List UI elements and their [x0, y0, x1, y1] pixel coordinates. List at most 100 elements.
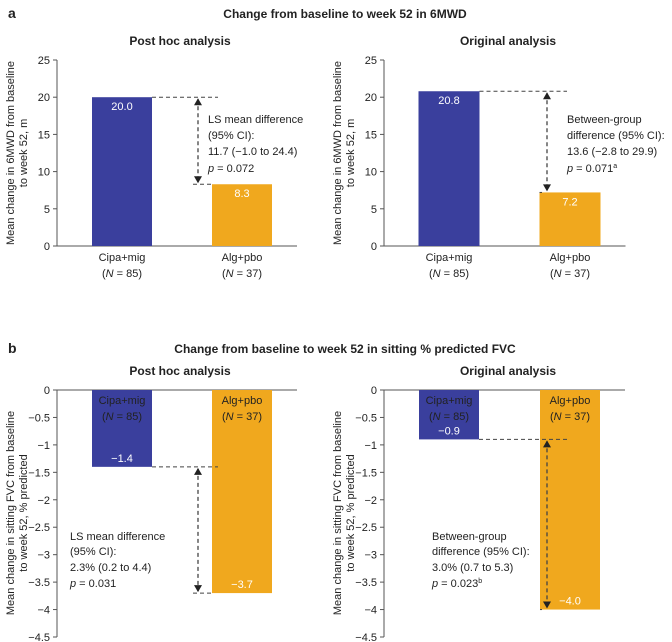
chart2-arrowhead-top: [194, 467, 202, 475]
chart1-category-label: Alg+pbo: [550, 252, 591, 264]
chart0-annotation-line: 11.7 (−1.0 to 24.4): [208, 146, 297, 158]
chart3-ytick-label: −4.5: [355, 632, 377, 642]
chart3-annotation-line: Between-group: [432, 531, 507, 543]
chart2-ytick-label: −1.5: [28, 467, 50, 479]
chart2-ytick-label: −3.5: [28, 577, 50, 589]
chart0-value-label: 20.0: [111, 101, 132, 113]
chart3-bar-alg-pbo: [540, 390, 600, 610]
chart2-annotation-line: LS mean difference: [70, 531, 165, 543]
chart3-ytick-label: −2.5: [355, 522, 377, 534]
chart2-ytick-label: −2.5: [28, 522, 50, 534]
chart0-annotation-line: (95% CI):: [208, 130, 254, 142]
chart3-value-label: −0.9: [438, 425, 460, 437]
chart3-annotation-line: 3.0% (0.7 to 5.3): [432, 562, 513, 574]
chart2-value-label: −1.4: [111, 453, 133, 465]
section-title-b: Change from baseline to week 52 in sitti…: [174, 342, 516, 356]
chart2-ytick-label: −0.5: [28, 412, 50, 424]
chart3-category-n: (N = 37): [550, 411, 590, 423]
chart1-arrowhead-bottom: [543, 184, 551, 192]
chart2-annotation-line: p = 0.031: [69, 578, 116, 590]
chart1-ytick-label: 5: [371, 204, 377, 216]
chart3-bar-cipa-mig: [419, 390, 479, 440]
panel-label-a: a: [8, 5, 16, 21]
chart1-ytick-label: 20: [365, 92, 377, 104]
chart2-category-label: Cipa+mig: [99, 395, 146, 407]
chart2-ytick-label: −3: [37, 550, 50, 562]
panel-label-b: b: [8, 340, 17, 356]
chart0-title: Post hoc analysis: [129, 34, 231, 48]
chart3-value-label: −4.0: [559, 596, 581, 608]
chart2-ytick-label: −4: [37, 605, 50, 617]
chart1-ylabel: Mean change in 6MWD from baseline to week…: [332, 61, 357, 245]
chart0-ytick-label: 10: [38, 167, 50, 179]
chart0-value-label: 8.3: [234, 188, 249, 200]
chart2-category-n: (N = 37): [222, 411, 262, 423]
chart3-ytick-label: −1.5: [355, 467, 377, 479]
chart3-ytick-label: −3: [364, 550, 377, 562]
chart2-annotation-line: (95% CI):: [70, 546, 116, 558]
chart0-arrowhead-bottom: [194, 176, 202, 184]
chart3-ytick-label: −4: [364, 605, 377, 617]
chart1-ytick-label: 0: [371, 241, 377, 253]
chart1-category-n: (N = 85): [429, 268, 469, 280]
chart3-arrowhead-top: [543, 440, 551, 448]
chart1-ytick-label: 15: [365, 129, 377, 141]
chart1-annotation-line: 13.6 (−2.8 to 29.9): [567, 146, 657, 158]
chart2-ytick-label: −4.5: [28, 632, 50, 642]
chart0-ytick-label: 5: [44, 204, 50, 216]
chart2-ytick-label: 0: [44, 385, 50, 397]
chart0-bar-alg-pbo: [212, 184, 272, 246]
chart0-ylabel: Mean change in 6MWD from baseline to week…: [5, 61, 30, 245]
chart3-ytick-label: 0: [371, 385, 377, 397]
section-title-a: Change from baseline to week 52 in 6MWD: [223, 7, 467, 21]
chart2-bar-cipa-mig: [92, 390, 152, 467]
chart1-title: Original analysis: [460, 34, 556, 48]
chart3-ylabel-line2: to week 52, % predicted: [345, 454, 357, 571]
chart3-ytick-label: −1: [364, 440, 377, 452]
chart3-category-label: Alg+pbo: [550, 395, 591, 407]
chart1-annotation-line: difference (95% CI):: [567, 130, 665, 142]
chart3-arrowhead-bottom: [543, 601, 551, 609]
chart3-category-label: Cipa+mig: [426, 395, 473, 407]
chart3-category-n: (N = 85): [429, 411, 469, 423]
chart0-ylabel-line1: Mean change in 6MWD from baseline: [5, 61, 17, 245]
chart1-category-n: (N = 37): [550, 268, 590, 280]
chart1-value-label: 20.8: [438, 95, 459, 107]
chart1-value-label: 7.2: [562, 196, 577, 208]
chart1-category-label: Cipa+mig: [426, 252, 473, 264]
chart0-category-n: (N = 37): [222, 268, 262, 280]
chart0-ytick-label: 25: [38, 55, 50, 67]
chart3-title: Original analysis: [460, 364, 556, 378]
chart3-ylabel-line1: Mean change in sitting FVC from baseline: [332, 411, 344, 615]
chart3-annotation-line: difference (95% CI):: [432, 546, 530, 558]
chart1-bar-alg-pbo: [539, 192, 601, 246]
chart1-annotation-line: p = 0.071a: [566, 163, 617, 175]
chart0-annotation-line: p = 0.072: [207, 163, 254, 175]
chart1-ylabel-line2: to week 52, m: [345, 119, 357, 187]
chart1-annotation-line: Between-group: [567, 114, 642, 126]
chart0-arrowhead-top: [194, 98, 202, 106]
chart0-category-label: Cipa+mig: [99, 252, 146, 264]
chart0-bar-cipa-mig: [92, 97, 152, 246]
chart1-bar-cipa-mig: [418, 91, 480, 246]
chart1-arrowhead-top: [543, 92, 551, 100]
chart2-category-n: (N = 85): [102, 411, 142, 423]
chart3-ytick-label: −0.5: [355, 412, 377, 424]
chart2-value-label: −3.7: [231, 579, 253, 591]
chart0-ytick-label: 0: [44, 241, 50, 253]
chart2-ylabel: Mean change in sitting FVC from baseline…: [5, 411, 30, 615]
chart1-ytick-label: 25: [365, 55, 377, 67]
chart2-ytick-label: −2: [37, 495, 50, 507]
chart0-annotation-line: LS mean difference: [208, 114, 303, 126]
chart2-arrowhead-bottom: [194, 585, 202, 593]
chart3-ytick-label: −3.5: [355, 577, 377, 589]
chart1-ylabel-line1: Mean change in 6MWD from baseline: [332, 61, 344, 245]
chart0-category-n: (N = 85): [102, 268, 142, 280]
chart0-ylabel-line2: to week 52, m: [18, 119, 30, 187]
chart2-category-label: Alg+pbo: [222, 395, 263, 407]
chart3-ylabel: Mean change in sitting FVC from baseline…: [332, 411, 357, 615]
chart2-annotation-line: 2.3% (0.2 to 4.4): [70, 562, 151, 574]
chart2-ytick-label: −1: [37, 440, 50, 452]
chart2-title: Post hoc analysis: [129, 364, 231, 378]
